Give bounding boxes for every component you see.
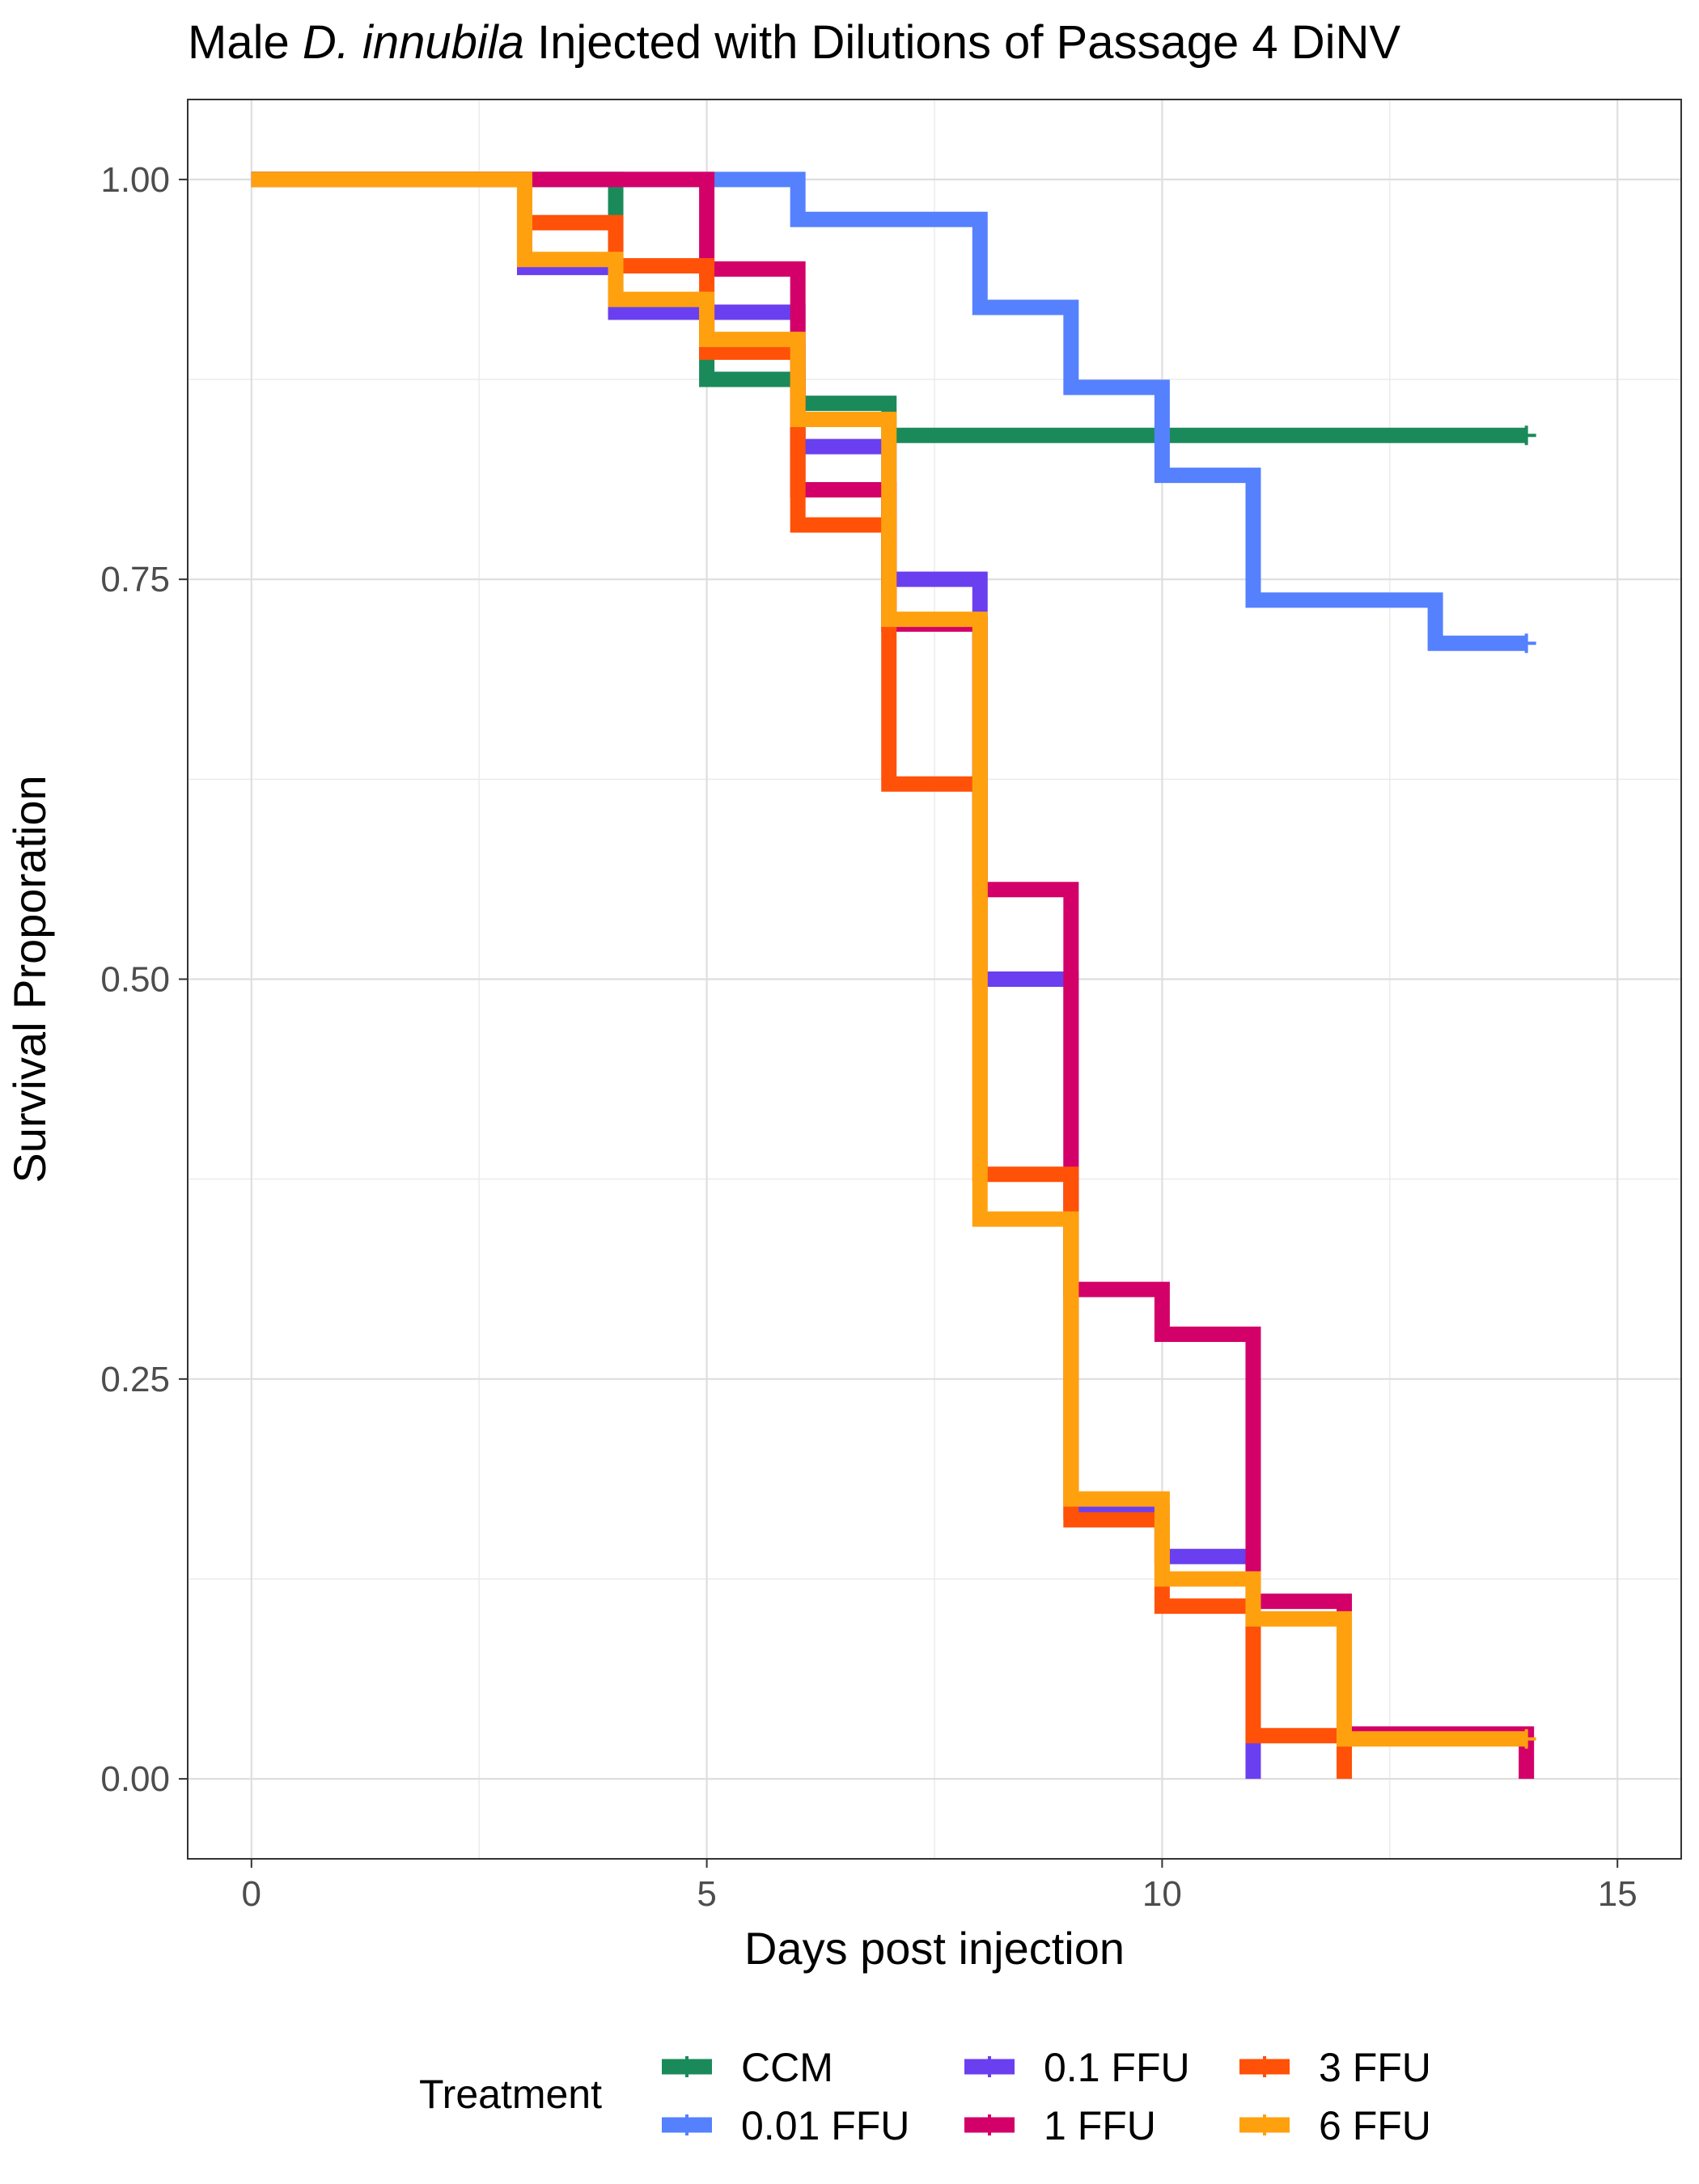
legend-label: CCM xyxy=(741,2045,833,2090)
chart-title-suffix: Injected with Dilutions of Passage 4 DiN… xyxy=(524,16,1401,69)
grid xyxy=(188,99,1681,1859)
chart-title-prefix: Male xyxy=(188,16,303,69)
series-lines xyxy=(251,171,1536,1780)
chart-title: Male D. innubila Injected with Dilutions… xyxy=(188,16,1400,69)
series-line-6-ffu xyxy=(251,171,1527,1747)
y-tick-label: 0.50 xyxy=(100,960,170,1000)
legend-label: 1 FFU xyxy=(1044,2103,1156,2148)
legend-label: 6 FFU xyxy=(1319,2103,1431,2148)
chart-title-species: D. innubila xyxy=(303,16,524,69)
x-tick-label: 10 xyxy=(1142,1874,1182,1914)
legend-label: 0.01 FFU xyxy=(741,2103,909,2148)
legend: Treatment CCM 0.01 FFU 0.1 FFU 1 FFU 3 FFU 6 … xyxy=(419,2045,1431,2148)
axis-ticks: 0 5 10 15 0.00 0.25 0.50 0.75 1.00 xyxy=(100,160,1637,1914)
y-axis-title: Survival Proporation xyxy=(4,775,55,1183)
x-axis-title: Days post injection xyxy=(744,1923,1125,1974)
x-tick-label: 15 xyxy=(1598,1874,1638,1914)
legend-label: 0.1 FFU xyxy=(1044,2045,1190,2090)
series-line-1-ffu xyxy=(251,171,1535,1780)
y-tick-label: 0.25 xyxy=(100,1360,170,1399)
y-tick-label: 0.00 xyxy=(100,1759,170,1799)
y-tick-label: 1.00 xyxy=(100,160,170,200)
x-tick-label: 5 xyxy=(697,1874,716,1914)
series-line-3-ffu xyxy=(251,171,1353,1780)
series-line-0-01-ffu xyxy=(251,171,1527,651)
y-tick-label: 0.75 xyxy=(100,560,170,599)
legend-label: 3 FFU xyxy=(1319,2045,1431,2090)
legend-title: Treatment xyxy=(419,2072,602,2117)
x-tick-label: 0 xyxy=(242,1874,261,1914)
